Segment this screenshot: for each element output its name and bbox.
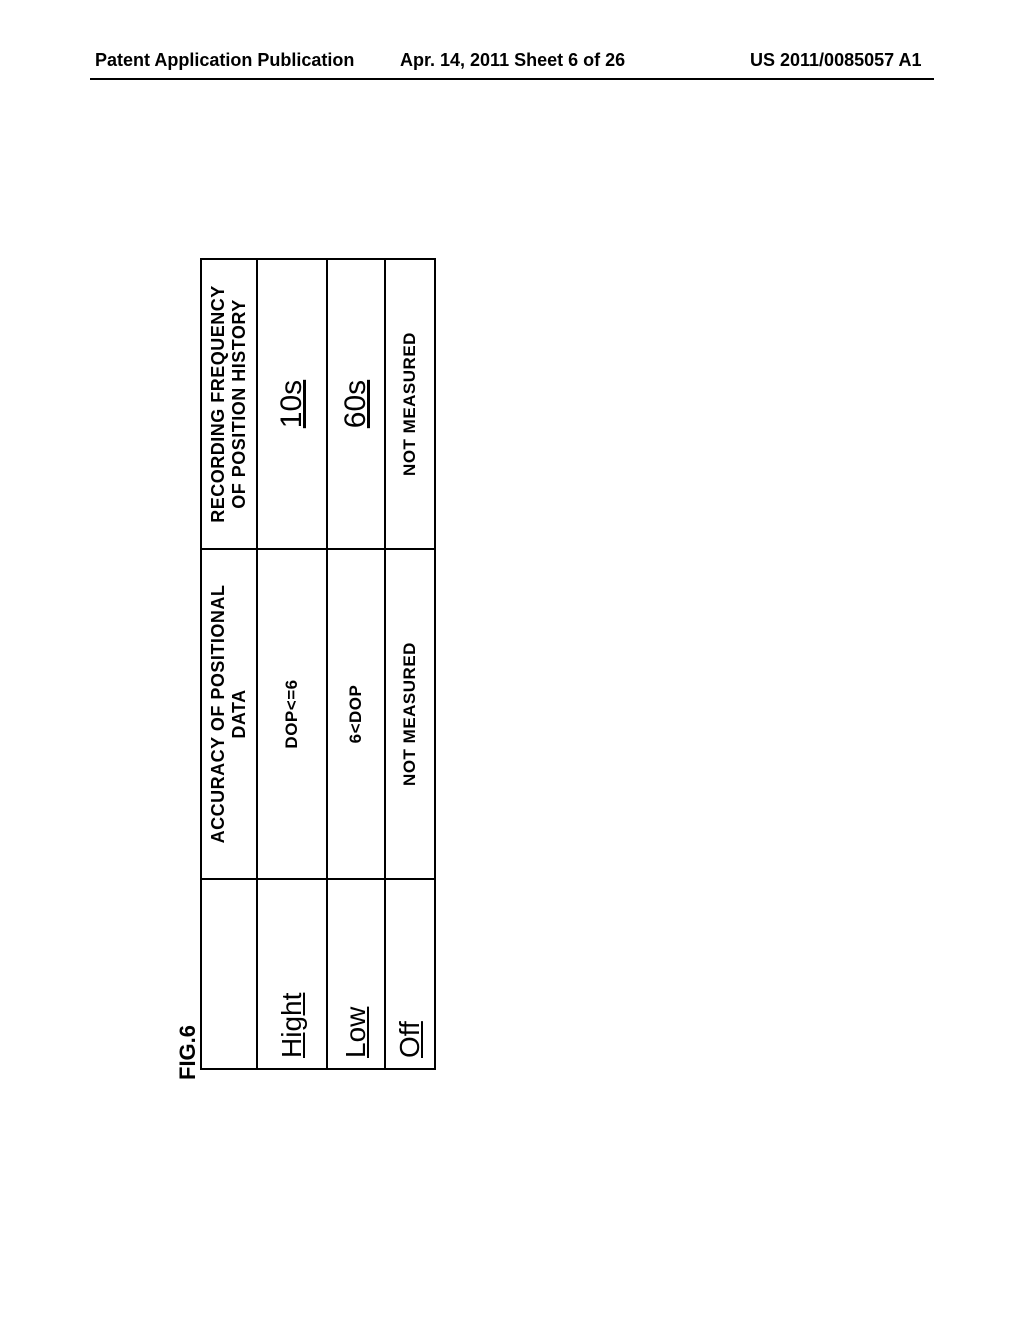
header-center: Apr. 14, 2011 Sheet 6 of 26	[400, 50, 625, 71]
header-cell-frequency: RECORDING FREQUENCY OF POSITION HISTORY	[201, 259, 257, 549]
cell-accuracy-low: 6<DOP	[327, 549, 385, 879]
cell-frequency-high: 10s	[257, 259, 327, 549]
table-row: Low 6<DOP 60s	[327, 259, 385, 1069]
header-cell-accuracy: ACCURACY OF POSITIONAL DATA	[201, 549, 257, 879]
cell-frequency-off: NOT MEASURED	[385, 259, 435, 549]
table-row: Off NOT MEASURED NOT MEASURED	[385, 259, 435, 1069]
table-header-row: ACCURACY OF POSITIONAL DATA RECORDING FR…	[201, 259, 257, 1069]
header-cell-blank	[201, 879, 257, 1069]
row-label-off: Off	[385, 879, 435, 1069]
table-row: Hight DOP<=6 10s	[257, 259, 327, 1069]
patent-page: Patent Application Publication Apr. 14, …	[0, 0, 1024, 1320]
row-label-high: Hight	[257, 879, 327, 1069]
cell-accuracy-high: DOP<=6	[257, 549, 327, 879]
figure-label: FIG.6	[175, 1025, 201, 1080]
row-label-low: Low	[327, 879, 385, 1069]
header-left: Patent Application Publication	[95, 50, 354, 71]
cell-accuracy-off: NOT MEASURED	[385, 549, 435, 879]
header-right: US 2011/0085057 A1	[750, 50, 921, 71]
accuracy-table: ACCURACY OF POSITIONAL DATA RECORDING FR…	[200, 258, 436, 1070]
figure-table-wrapper: ACCURACY OF POSITIONAL DATA RECORDING FR…	[200, 258, 436, 1070]
header-rule	[90, 78, 934, 80]
cell-frequency-low: 60s	[327, 259, 385, 549]
